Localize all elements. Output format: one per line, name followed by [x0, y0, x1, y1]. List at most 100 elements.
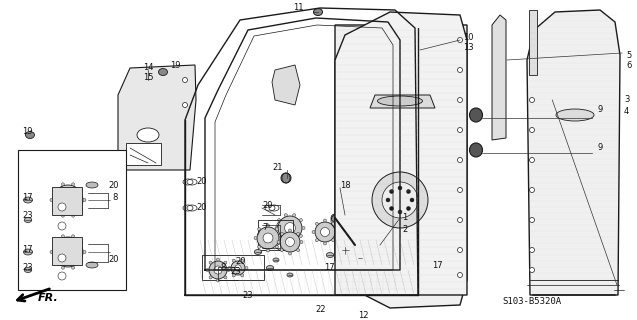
Ellipse shape — [357, 256, 363, 260]
Circle shape — [297, 249, 299, 252]
Circle shape — [341, 254, 343, 256]
Text: 11: 11 — [293, 4, 303, 12]
Text: 3: 3 — [624, 95, 629, 105]
Circle shape — [457, 157, 462, 163]
Circle shape — [50, 251, 53, 253]
Circle shape — [275, 245, 278, 248]
Circle shape — [58, 203, 66, 211]
Text: 20: 20 — [108, 255, 118, 265]
Circle shape — [529, 98, 534, 102]
Circle shape — [80, 260, 83, 263]
Circle shape — [457, 68, 462, 73]
Ellipse shape — [287, 273, 293, 277]
Circle shape — [209, 261, 212, 264]
Text: 14: 14 — [143, 63, 154, 73]
Circle shape — [228, 267, 231, 269]
Text: 9: 9 — [597, 106, 602, 115]
Circle shape — [529, 127, 534, 132]
Circle shape — [217, 279, 220, 282]
Ellipse shape — [326, 252, 334, 258]
Circle shape — [58, 222, 66, 230]
Circle shape — [254, 236, 257, 239]
Text: 18: 18 — [340, 180, 350, 189]
Circle shape — [297, 232, 299, 236]
Circle shape — [372, 172, 428, 228]
Bar — [52, 237, 82, 265]
Circle shape — [357, 237, 359, 240]
Text: 22: 22 — [315, 306, 326, 315]
Bar — [258, 220, 293, 250]
Circle shape — [235, 265, 241, 271]
Circle shape — [529, 218, 534, 222]
Circle shape — [277, 241, 280, 244]
Circle shape — [324, 242, 327, 245]
Circle shape — [281, 173, 291, 183]
Circle shape — [292, 214, 296, 217]
Text: 17: 17 — [324, 263, 334, 273]
Bar — [202, 255, 264, 280]
Ellipse shape — [25, 132, 34, 139]
Polygon shape — [272, 65, 300, 105]
Circle shape — [320, 228, 329, 236]
Circle shape — [354, 224, 362, 232]
Circle shape — [315, 222, 335, 242]
Circle shape — [278, 219, 280, 221]
Circle shape — [289, 229, 292, 232]
Circle shape — [331, 214, 339, 222]
Ellipse shape — [24, 268, 32, 273]
Circle shape — [457, 98, 462, 102]
Text: 7: 7 — [262, 223, 268, 233]
Circle shape — [341, 244, 343, 246]
Text: 9: 9 — [597, 143, 602, 153]
Ellipse shape — [378, 96, 422, 106]
Ellipse shape — [86, 262, 98, 268]
Text: 5: 5 — [626, 51, 631, 60]
Text: 8: 8 — [220, 263, 225, 273]
Circle shape — [300, 241, 303, 244]
Circle shape — [83, 251, 86, 253]
Circle shape — [80, 189, 83, 192]
Circle shape — [457, 273, 462, 277]
Text: 17: 17 — [22, 245, 32, 254]
Circle shape — [280, 232, 283, 236]
Circle shape — [349, 234, 352, 237]
Circle shape — [263, 233, 273, 243]
Circle shape — [302, 227, 305, 229]
Text: 23: 23 — [242, 291, 253, 300]
Circle shape — [299, 219, 303, 221]
Circle shape — [233, 259, 235, 262]
Circle shape — [457, 127, 462, 132]
Circle shape — [389, 189, 394, 194]
Circle shape — [315, 239, 318, 242]
Ellipse shape — [313, 9, 322, 15]
Circle shape — [406, 206, 410, 211]
Polygon shape — [492, 15, 506, 140]
Circle shape — [214, 266, 222, 274]
Bar — [18, 150, 126, 290]
Ellipse shape — [469, 108, 482, 122]
Circle shape — [529, 157, 534, 163]
Circle shape — [367, 227, 370, 229]
Circle shape — [61, 245, 75, 259]
Circle shape — [53, 237, 83, 267]
Circle shape — [347, 254, 349, 256]
Circle shape — [182, 102, 187, 108]
Circle shape — [53, 185, 83, 215]
Ellipse shape — [24, 249, 32, 255]
Circle shape — [209, 261, 227, 279]
Circle shape — [83, 198, 86, 202]
Circle shape — [280, 232, 300, 252]
Bar — [52, 187, 82, 215]
Circle shape — [292, 239, 296, 242]
Bar — [126, 143, 161, 165]
Circle shape — [457, 218, 462, 222]
Circle shape — [53, 208, 56, 211]
Circle shape — [275, 227, 278, 229]
Circle shape — [389, 206, 394, 211]
Ellipse shape — [159, 68, 168, 76]
Polygon shape — [335, 12, 467, 295]
Circle shape — [257, 227, 279, 249]
Circle shape — [357, 216, 359, 219]
Circle shape — [277, 244, 283, 250]
Circle shape — [71, 266, 75, 269]
